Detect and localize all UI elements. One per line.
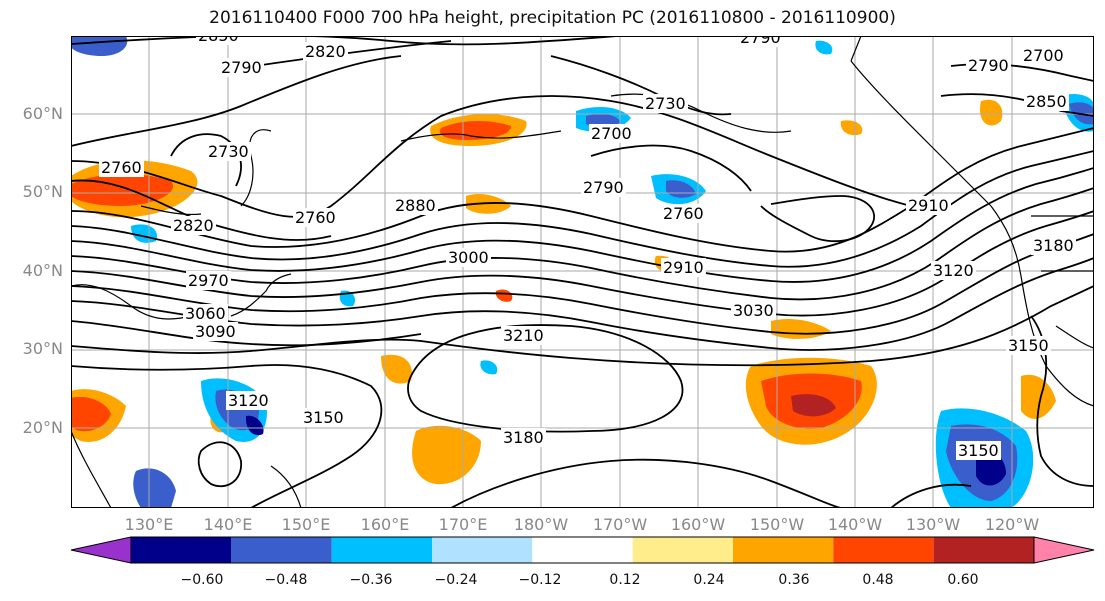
colorbar-segment bbox=[131, 537, 232, 563]
lon-label: 160°W bbox=[670, 515, 726, 534]
contour-label: 3210 bbox=[501, 326, 546, 345]
contour-label: 3150 bbox=[301, 408, 346, 427]
contour-label: 2970 bbox=[186, 271, 231, 290]
contour-label: 3150 bbox=[1006, 336, 1051, 355]
contour-label: 2700 bbox=[589, 124, 634, 143]
contour-label: 2790 bbox=[581, 178, 626, 197]
lon-label: 150°W bbox=[749, 515, 805, 534]
contour-label: 2790 bbox=[738, 36, 783, 47]
contour-label: 3060 bbox=[183, 304, 228, 323]
contour-label: 3030 bbox=[731, 301, 776, 320]
contour-label: 2820 bbox=[171, 216, 216, 235]
colorbar-segment bbox=[833, 537, 934, 563]
contour-label: 2880 bbox=[393, 196, 438, 215]
contour-label: 3120 bbox=[226, 391, 271, 410]
contour-label: 2790 bbox=[966, 56, 1011, 75]
colorbar-tick-label: 0.12 bbox=[609, 572, 641, 588]
contour-label: 3180 bbox=[501, 428, 546, 447]
lon-label: 140°W bbox=[827, 515, 883, 534]
map-panel: 2850 2820 2790 2790 2760 2730 2700 2730 … bbox=[71, 36, 1094, 508]
lat-label: 50°N bbox=[22, 182, 63, 201]
colorbar-outline bbox=[130, 536, 1035, 564]
lat-label: 20°N bbox=[22, 418, 63, 437]
colorbar-segment bbox=[331, 537, 432, 563]
lon-label: 130°W bbox=[905, 515, 961, 534]
colorbar-extend-high bbox=[1033, 536, 1095, 564]
colorbar-tick-label: −0.60 bbox=[180, 572, 224, 588]
colorbar-segment bbox=[933, 537, 1034, 563]
colorbar-tick-label: −0.12 bbox=[518, 572, 562, 588]
contour-label: 2790 bbox=[219, 58, 264, 77]
contour-label: 3150 bbox=[956, 441, 1001, 460]
colorbar-segment bbox=[432, 537, 533, 563]
lon-label: 140°E bbox=[203, 515, 253, 534]
contour-label: 2730 bbox=[206, 142, 251, 161]
contour-label: 2850 bbox=[1024, 92, 1069, 111]
lon-label: 160°E bbox=[360, 515, 410, 534]
lat-label: 40°N bbox=[22, 261, 63, 280]
colorbar-tick-label: 0.24 bbox=[693, 572, 725, 588]
contour-label: 2910 bbox=[906, 196, 951, 215]
lon-label: 150°E bbox=[281, 515, 331, 534]
colorbar-tick-label: 0.60 bbox=[947, 572, 979, 588]
lon-label: 120°W bbox=[984, 515, 1040, 534]
contour-label: 3180 bbox=[1031, 236, 1076, 255]
contour-label: 2820 bbox=[303, 42, 348, 61]
colorbar bbox=[70, 536, 1095, 564]
contour-label: 3120 bbox=[931, 261, 976, 280]
colorbar-tick-label: 0.36 bbox=[778, 572, 810, 588]
colorbar-tick-label: −0.36 bbox=[349, 572, 393, 588]
lon-label: 130°E bbox=[124, 515, 174, 534]
chart-title: 2016110400 F000 700 hPa height, precipit… bbox=[209, 8, 896, 28]
lat-label: 60°N bbox=[22, 104, 63, 123]
colorbar-segment bbox=[231, 537, 332, 563]
colorbar-segment bbox=[632, 537, 733, 563]
contour-label: 2850 bbox=[196, 36, 241, 45]
lon-label: 170°W bbox=[592, 515, 648, 534]
colorbar-segment bbox=[733, 537, 834, 563]
colorbar-tick-label: −0.48 bbox=[264, 572, 308, 588]
lon-label: 180°W bbox=[513, 515, 569, 534]
contour-label: 2760 bbox=[99, 158, 144, 177]
contour-label: 2700 bbox=[1021, 46, 1066, 65]
contour-label: 2760 bbox=[293, 208, 338, 227]
contour-label: 2760 bbox=[661, 204, 706, 223]
colorbar-extend-low bbox=[70, 536, 132, 564]
lat-label: 30°N bbox=[22, 339, 63, 358]
contour-label: 2910 bbox=[661, 258, 706, 277]
height-contours bbox=[71, 36, 1094, 508]
colorbar-tick-label: 0.48 bbox=[862, 572, 894, 588]
colorbar-tick-label: −0.24 bbox=[434, 572, 478, 588]
contour-label: 3000 bbox=[446, 248, 491, 267]
graticule bbox=[71, 36, 1094, 508]
lon-label: 170°E bbox=[438, 515, 488, 534]
colorbar-segment bbox=[532, 537, 633, 563]
contour-label: 2730 bbox=[643, 94, 688, 113]
contour-label: 3090 bbox=[193, 322, 238, 341]
